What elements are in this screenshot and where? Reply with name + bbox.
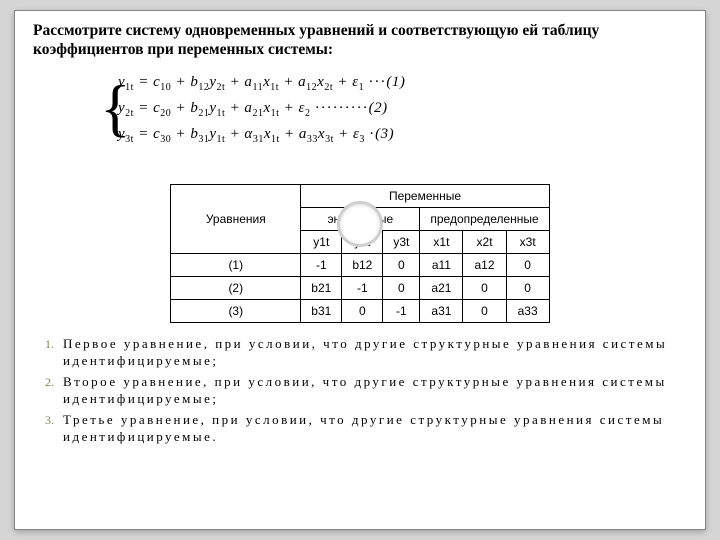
cell: 0 xyxy=(383,276,420,299)
row-label: (1) xyxy=(171,253,301,276)
col-header: x3t xyxy=(506,230,549,253)
cell: a33 xyxy=(506,299,549,322)
cell: 0 xyxy=(463,299,506,322)
col-header: y3t xyxy=(383,230,420,253)
page-title: Рассмотрите систему одновременных уравне… xyxy=(15,11,705,66)
decorative-ring-icon xyxy=(337,201,383,247)
cell: 0 xyxy=(463,276,506,299)
cell: b12 xyxy=(342,253,383,276)
cell: b21 xyxy=(301,276,342,299)
table-row: (1) -1 b12 0 a11 a12 0 xyxy=(171,253,549,276)
table-row: (2) b21 -1 0 a21 0 0 xyxy=(171,276,549,299)
cell: 0 xyxy=(383,253,420,276)
cell: -1 xyxy=(301,253,342,276)
slide-card: Рассмотрите систему одновременных уравне… xyxy=(14,10,706,530)
equation-1: y1t = c10 + b12y2t + a11x1t + a12x2t + ε… xyxy=(118,70,620,96)
row-label: (3) xyxy=(171,299,301,322)
cell: 0 xyxy=(342,299,383,322)
col-header: x2t xyxy=(463,230,506,253)
notes-list: Первое уравнение, при условии, что други… xyxy=(57,335,679,446)
cell: 0 xyxy=(506,253,549,276)
equation-system: { y1t = c10 + b12y2t + a11x1t + a12x2t +… xyxy=(100,70,620,148)
table-super-header: Переменные xyxy=(301,184,549,207)
table-row: (3) b31 0 -1 a31 0 a33 xyxy=(171,299,549,322)
list-item: Второе уравнение, при условии, что други… xyxy=(57,373,679,408)
equation-3: y3t = c30 + b31y1t + α31x1t + a33x3t + ε… xyxy=(118,122,620,148)
row-label: (2) xyxy=(171,276,301,299)
list-item: Первое уравнение, при условии, что други… xyxy=(57,335,679,370)
left-brace-icon: { xyxy=(100,70,114,146)
equation-2: y2t = c20 + b21y1t + a21x1t + ε2 ·······… xyxy=(118,96,620,122)
cell: -1 xyxy=(342,276,383,299)
cell: a21 xyxy=(420,276,463,299)
table-group-predetermined: предопределенные xyxy=(420,207,549,230)
col-header: y1t xyxy=(301,230,342,253)
table-corner: Уравнения xyxy=(171,184,301,253)
cell: 0 xyxy=(506,276,549,299)
cell: -1 xyxy=(383,299,420,322)
col-header: x1t xyxy=(420,230,463,253)
list-item: Третье уравнение, при условии, что други… xyxy=(57,411,679,446)
cell: a11 xyxy=(420,253,463,276)
cell: a12 xyxy=(463,253,506,276)
cell: a31 xyxy=(420,299,463,322)
cell: b31 xyxy=(301,299,342,322)
